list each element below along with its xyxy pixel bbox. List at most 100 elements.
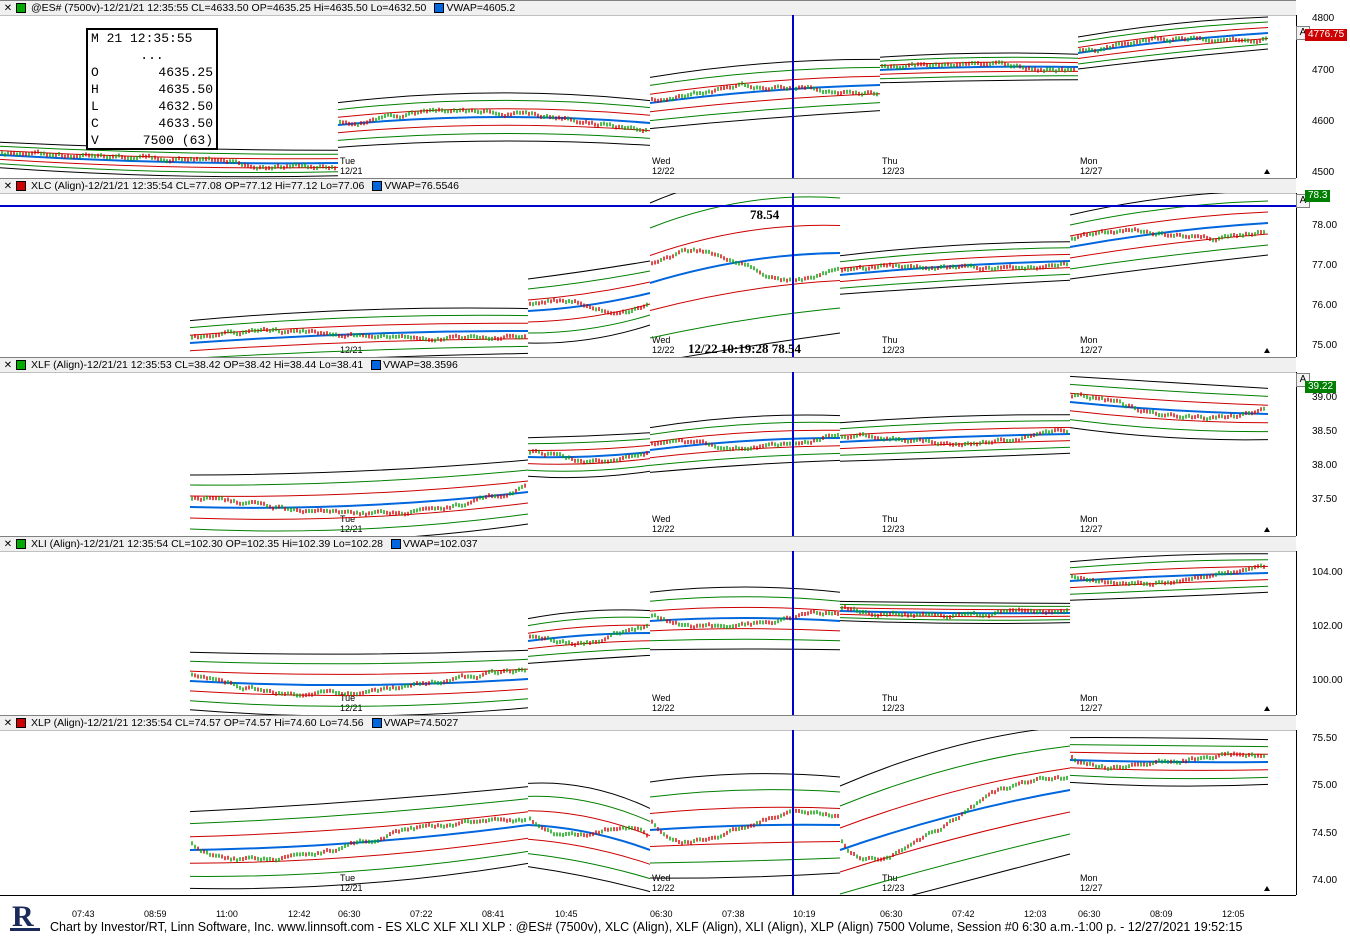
envelope-upper-line bbox=[189, 649, 529, 655]
band-line bbox=[649, 196, 841, 229]
band-line bbox=[527, 624, 651, 634]
pane-xlf[interactable]: ✕ XLF (Align)-12/21/21 12:35:53 CL=38.42… bbox=[0, 357, 1350, 536]
band-line bbox=[527, 616, 651, 627]
envelope-upper-line bbox=[1069, 375, 1269, 389]
vwap-line bbox=[839, 610, 1071, 615]
close-icon[interactable]: ✕ bbox=[3, 538, 13, 550]
band-line bbox=[649, 66, 881, 86]
color-box-icon bbox=[16, 718, 26, 728]
band-line bbox=[649, 596, 841, 602]
band-line bbox=[527, 853, 651, 880]
day-name-label: Mon bbox=[1080, 873, 1098, 883]
envelope-lower-line bbox=[1069, 427, 1269, 441]
time-axis[interactable]: 07:43 08:59 11:00 12:42 06:30 07:22 08:41 10:45… bbox=[0, 895, 1296, 919]
band-line bbox=[0, 145, 339, 155]
ohlc-volume-label: V bbox=[91, 133, 99, 148]
envelope-upper-line bbox=[649, 193, 677, 204]
time-axis-label: 06:30 bbox=[1078, 909, 1101, 919]
ohlc-close-label: C bbox=[91, 116, 99, 131]
envelope-lower-line bbox=[1069, 591, 1269, 601]
cursor-price-label: 78.54 bbox=[750, 207, 780, 222]
envelope-upper-line bbox=[839, 414, 1071, 424]
scroll-arrow-icon bbox=[1264, 169, 1270, 174]
envelope-lower-line bbox=[337, 140, 651, 148]
day-name-label: Mon bbox=[1080, 335, 1098, 345]
band-line bbox=[189, 798, 529, 825]
vwap-line bbox=[839, 789, 1071, 851]
pane-xlp[interactable]: ✕ XLP (Align)-12/21/21 12:35:54 CL=74.57… bbox=[0, 715, 1350, 895]
band-line bbox=[189, 314, 529, 329]
close-icon[interactable]: ✕ bbox=[3, 180, 13, 192]
ohlc-dots: ... bbox=[140, 48, 164, 63]
y-tick: 104.00 bbox=[1312, 567, 1343, 578]
y-tick: 102.00 bbox=[1312, 621, 1343, 632]
band-line bbox=[337, 133, 651, 141]
band-line bbox=[1069, 200, 1269, 226]
close-icon[interactable]: ✕ bbox=[3, 2, 13, 14]
day-date-label: 12/23 bbox=[882, 166, 905, 176]
day-date-label: 12/27 bbox=[1080, 345, 1103, 355]
band-line bbox=[1069, 565, 1269, 575]
vwap-line bbox=[1069, 401, 1269, 415]
envelope-lower-line bbox=[527, 866, 651, 893]
day-name-label: Thu bbox=[882, 335, 898, 345]
envelope-lower-line bbox=[1077, 48, 1269, 70]
band-line bbox=[649, 224, 841, 256]
envelope-upper-line bbox=[189, 786, 529, 813]
band-line bbox=[879, 70, 1079, 75]
day-name-label: Thu bbox=[882, 693, 898, 703]
vwap-line bbox=[189, 824, 529, 851]
envelope-upper-line bbox=[649, 586, 841, 593]
envelope-lower-line bbox=[189, 707, 529, 715]
band-line bbox=[839, 420, 1071, 430]
envelope-lower-line bbox=[649, 459, 841, 473]
pane-xlc[interactable]: ✕ XLC (Align)-12/21/21 12:35:54 CL=77.08… bbox=[0, 178, 1350, 357]
day-name-label: Mon bbox=[1080, 156, 1098, 166]
time-axis-label: 10:19 bbox=[793, 909, 816, 919]
band-line bbox=[337, 124, 651, 134]
day-name-label: Wed bbox=[652, 514, 670, 524]
ohlc-open: 4635.25 bbox=[158, 65, 213, 80]
band-line bbox=[649, 421, 841, 436]
vwap-line bbox=[649, 252, 841, 284]
band-line bbox=[527, 314, 651, 334]
envelope-upper-line bbox=[527, 432, 651, 439]
band-line bbox=[839, 273, 1071, 289]
band-line bbox=[189, 480, 529, 497]
envelope-lower-line bbox=[649, 110, 881, 130]
color-box-icon bbox=[16, 360, 26, 370]
color-box-icon bbox=[16, 3, 26, 13]
close-icon[interactable]: ✕ bbox=[3, 717, 13, 729]
vwap-label: VWAP=4605.2 bbox=[446, 2, 516, 14]
envelope-upper-line bbox=[879, 52, 1079, 58]
vwap-label: VWAP=38.3596 bbox=[383, 359, 458, 371]
pane-xli[interactable]: ✕ XLI (Align)-12/21/21 12:35:54 CL=102.3… bbox=[0, 536, 1350, 715]
day-date-label: 12/22 bbox=[652, 345, 675, 355]
band-line bbox=[1069, 211, 1269, 237]
band-line bbox=[189, 850, 529, 877]
band-line bbox=[839, 440, 1071, 450]
vwap-line bbox=[839, 260, 1071, 276]
envelope-lower-line bbox=[189, 862, 529, 890]
symbol-title: @ES# (7500v)-12/21/21 12:35:55 CL=4633.5… bbox=[31, 2, 427, 14]
band-line bbox=[649, 638, 841, 642]
ohlc-close: 4633.50 bbox=[158, 116, 213, 131]
y-tick: 4800 bbox=[1312, 13, 1335, 24]
vwap-line bbox=[839, 433, 1071, 443]
vwap-label: VWAP=76.5546 bbox=[384, 180, 459, 192]
close-icon[interactable]: ✕ bbox=[3, 359, 13, 371]
envelope-upper-line bbox=[839, 600, 1071, 604]
y-tick: 75.00 bbox=[1312, 340, 1338, 351]
vwap-color-icon bbox=[371, 718, 382, 728]
ohlc-low: 4632.50 bbox=[158, 99, 213, 114]
band-line bbox=[189, 811, 529, 838]
time-axis-label: 06:30 bbox=[338, 909, 361, 919]
day-name-label: Tue bbox=[340, 514, 355, 524]
pane-titlebar: ✕ @ES# (7500v)-12/21/21 12:35:55 CL=4633… bbox=[0, 0, 1296, 16]
pane-es[interactable]: ✕ @ES# (7500v)-12/21/21 12:35:55 CL=4633… bbox=[0, 0, 1350, 178]
